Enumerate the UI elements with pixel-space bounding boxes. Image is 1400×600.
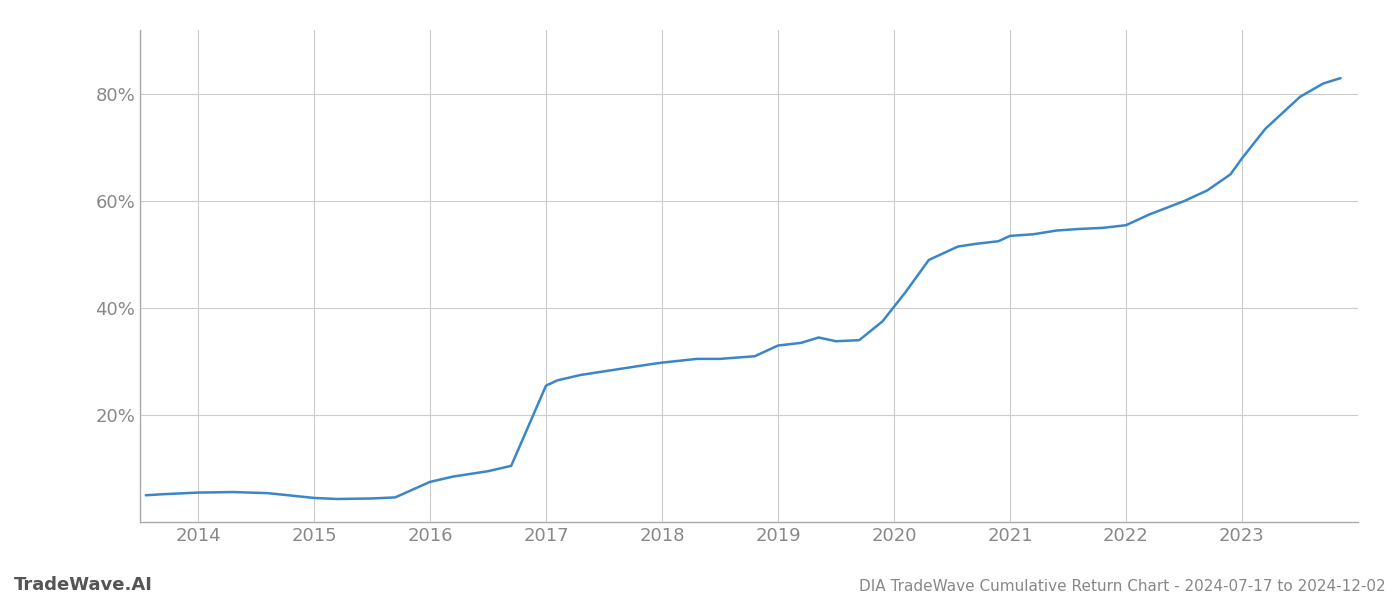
Text: DIA TradeWave Cumulative Return Chart - 2024-07-17 to 2024-12-02: DIA TradeWave Cumulative Return Chart - … (860, 579, 1386, 594)
Text: TradeWave.AI: TradeWave.AI (14, 576, 153, 594)
